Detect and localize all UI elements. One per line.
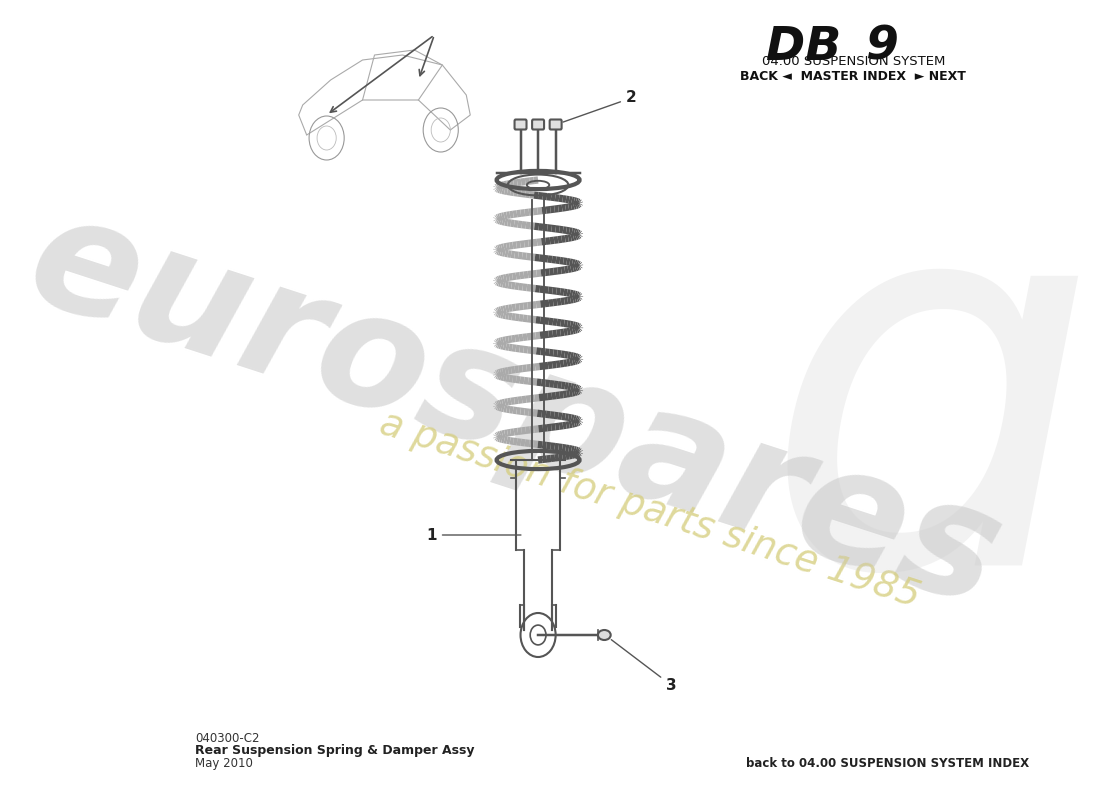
Text: Rear Suspension Spring & Damper Assy: Rear Suspension Spring & Damper Assy	[195, 744, 474, 757]
Text: BACK ◄  MASTER INDEX  ► NEXT: BACK ◄ MASTER INDEX ► NEXT	[740, 70, 966, 83]
Ellipse shape	[598, 630, 611, 640]
Text: 9: 9	[866, 25, 898, 70]
Text: DB: DB	[766, 25, 842, 70]
Text: 3: 3	[612, 640, 676, 693]
FancyBboxPatch shape	[532, 119, 544, 130]
Text: 04.00 SUSPENSION SYSTEM: 04.00 SUSPENSION SYSTEM	[761, 55, 945, 68]
Text: May 2010: May 2010	[195, 757, 253, 770]
Text: 040300-C2: 040300-C2	[195, 732, 260, 745]
Text: 1: 1	[427, 527, 521, 542]
FancyBboxPatch shape	[515, 119, 527, 130]
Text: back to 04.00 SUSPENSION SYSTEM INDEX: back to 04.00 SUSPENSION SYSTEM INDEX	[746, 757, 1028, 770]
Text: a passion for parts since 1985: a passion for parts since 1985	[375, 406, 925, 614]
FancyBboxPatch shape	[550, 119, 562, 130]
Text: ɑ: ɑ	[761, 164, 1097, 676]
Text: 2: 2	[563, 90, 637, 122]
Text: eurospares: eurospares	[10, 180, 1019, 640]
